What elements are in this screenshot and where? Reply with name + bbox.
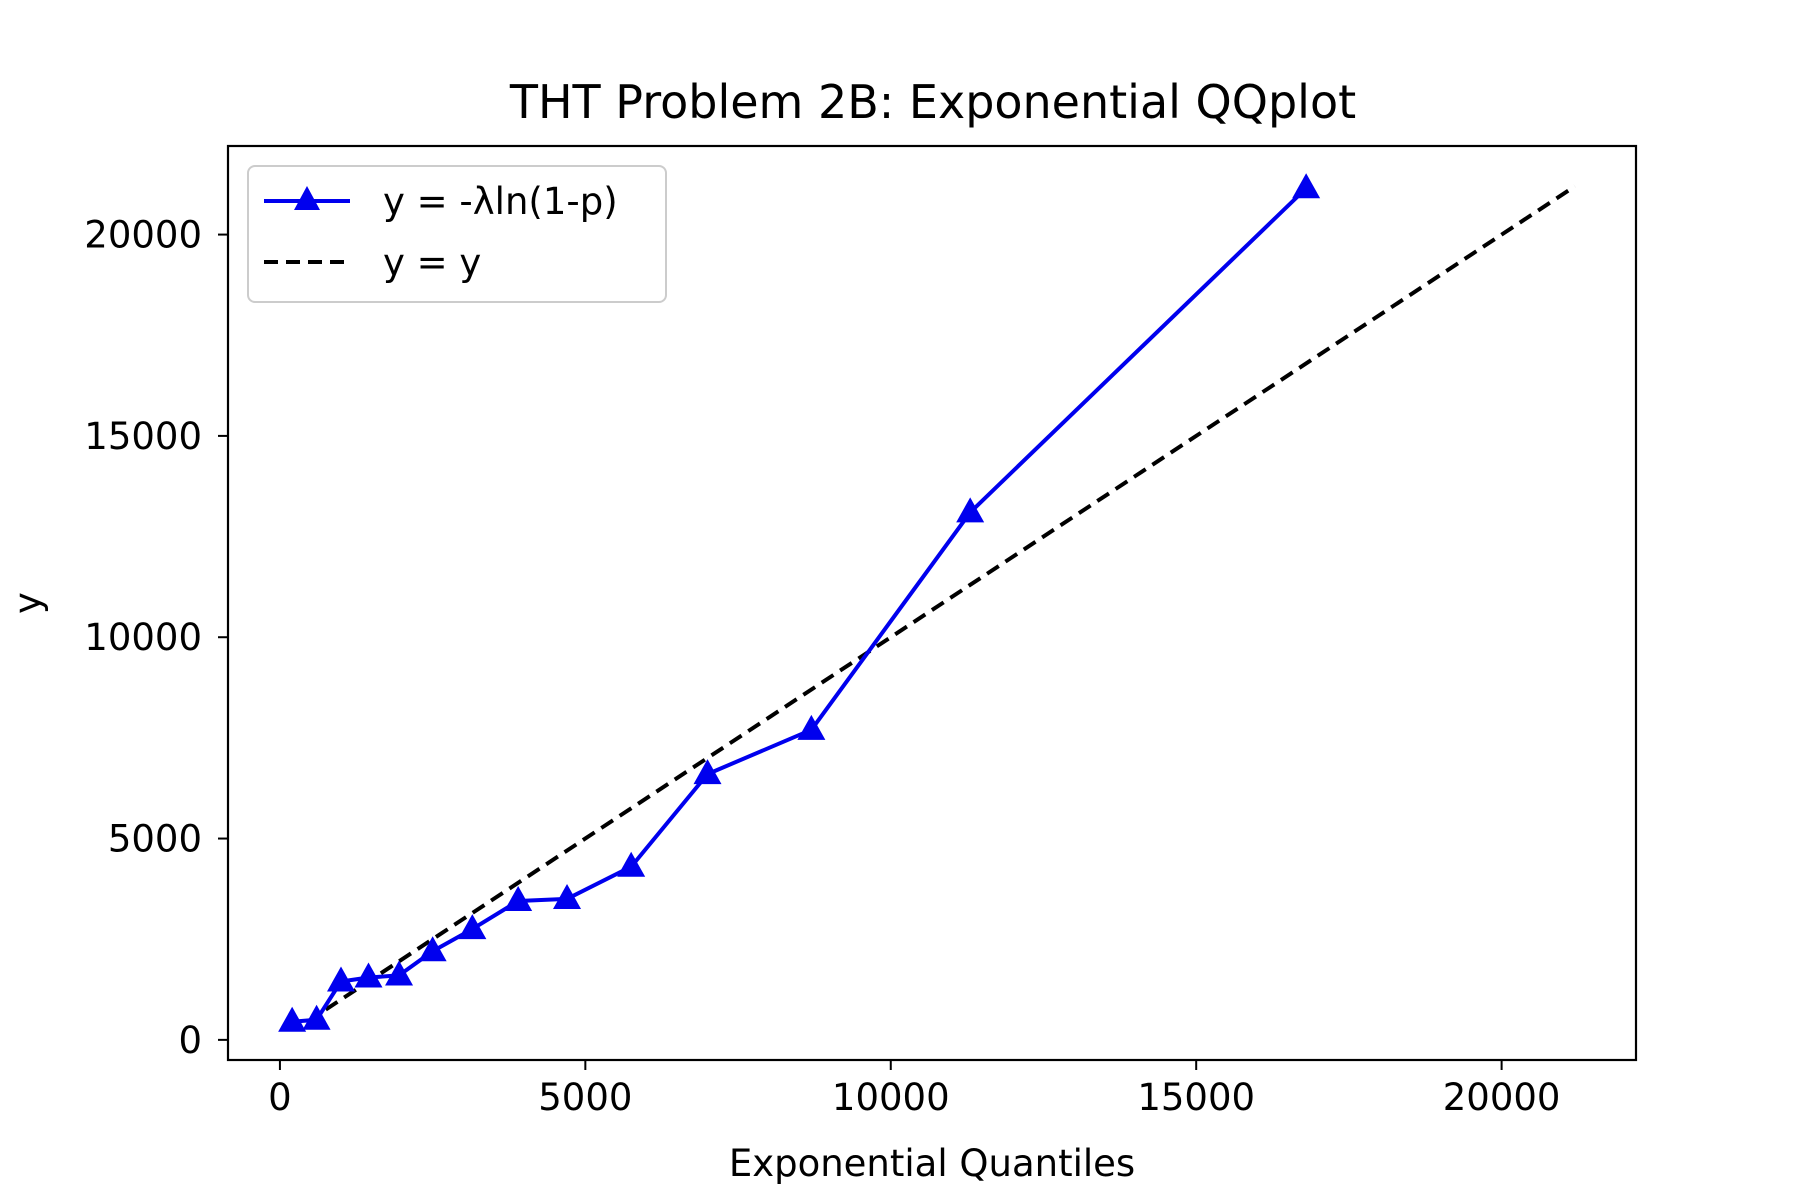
data-point-marker [617,851,646,877]
y-tick-label: 5000 [108,818,202,861]
y-tick-label: 0 [178,1019,202,1062]
x-axis: 0 5000 10000 15000 20000 [268,1060,1560,1119]
x-tick-label: 20000 [1443,1076,1561,1119]
data-point-marker [278,1006,307,1032]
series-line-2 [306,184,1577,1024]
data-point-marker [693,759,722,785]
data-point-marker [302,1004,331,1030]
y-axis-label: y [6,592,49,614]
x-tick-label: 5000 [538,1076,632,1119]
data-point-marker [553,883,582,909]
chart-title: THT Problem 2B: Exponential QQplot [509,75,1356,129]
data-point-marker [458,914,487,940]
data-point-marker [327,966,356,992]
x-tick-label: 10000 [832,1076,950,1119]
data-point-marker [385,960,414,986]
legend-label-series-1: y = -λln(1-p) [383,180,618,223]
x-tick-label: 15000 [1137,1076,1255,1119]
legend-label-series-2: y = y [383,241,481,284]
axes-frame [226,144,1638,1062]
x-tick-label: 0 [268,1076,292,1119]
data-point-marker [418,936,447,962]
y-tick-label: 15000 [84,415,202,458]
data-point-marker [504,885,533,911]
y-tick-label: 20000 [84,214,202,257]
y-axis: 0 5000 10000 15000 20000 [84,214,228,1062]
data-point-marker [797,714,826,740]
data-point-marker [956,497,985,523]
legend-marker-series-1 [294,186,320,210]
legend: y = -λln(1-p) y = y [247,165,667,303]
data-point-marker [1292,173,1321,199]
legend-box [247,165,667,303]
data-point-marker [354,962,383,988]
y-tick-label: 10000 [84,616,202,659]
plot-area [278,173,1577,1032]
x-axis-label: Exponential Quantiles [729,1142,1135,1185]
